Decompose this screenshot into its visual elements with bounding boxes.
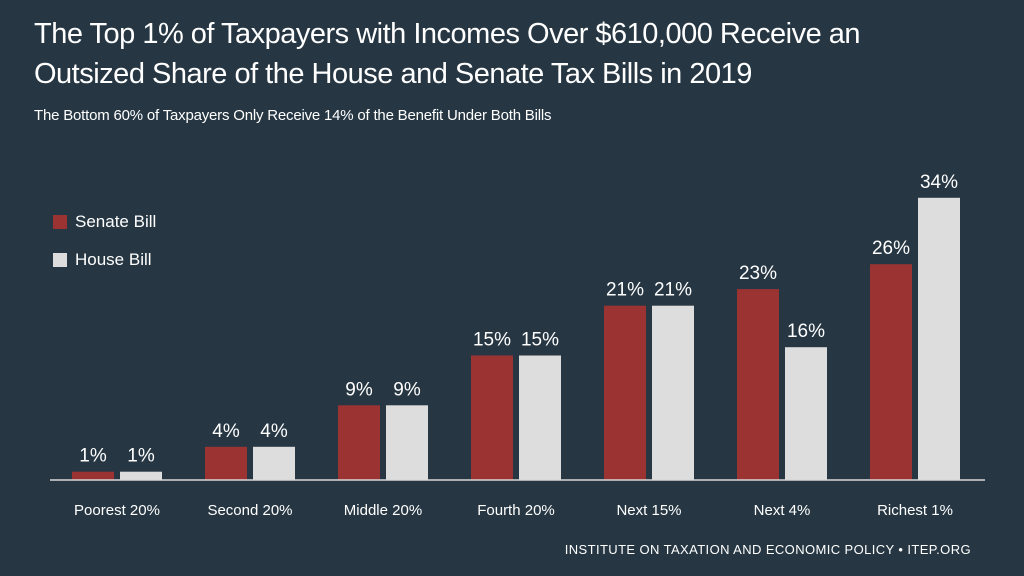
- bar-senate-2: [205, 446, 247, 480]
- data-label-senate-7: 26%: [872, 238, 910, 259]
- data-label-senate-3: 9%: [345, 379, 373, 400]
- bar-senate-5: [604, 305, 646, 480]
- bar-senate-7: [870, 264, 912, 480]
- data-label-house-1: 1%: [127, 446, 155, 467]
- legend-label-senate: Senate Bill: [75, 212, 157, 231]
- data-label-house-7: 34%: [920, 172, 958, 193]
- legend-item-senate: Senate Bill: [53, 212, 156, 232]
- bar-house-4: [519, 355, 561, 480]
- x-tick-label-1: Poorest 20%: [74, 502, 160, 519]
- bar-house-1: [120, 471, 162, 480]
- bar-house-7: [918, 197, 960, 481]
- chart-title: The Top 1% of Taxpayers with Incomes Ove…: [34, 18, 861, 90]
- x-tick-label-3: Middle 20%: [344, 502, 422, 519]
- chart-subtitle: The Bottom 60% of Taxpayers Only Receive…: [34, 107, 552, 124]
- source-credit: INSTITUTE ON TAXATION AND ECONOMIC POLIC…: [564, 542, 971, 557]
- data-label-senate-1: 1%: [79, 446, 107, 467]
- legend-item-house: House Bill: [53, 250, 156, 270]
- x-tick-label-5: Next 15%: [616, 502, 681, 519]
- data-label-house-5: 21%: [654, 280, 692, 301]
- chart-legend: Senate Bill House Bill: [53, 212, 156, 288]
- bar-house-2: [253, 446, 295, 480]
- bar-senate-3: [338, 405, 380, 480]
- x-tick-label-7: Richest 1%: [877, 502, 953, 519]
- data-label-senate-2: 4%: [212, 421, 240, 442]
- data-label-house-4: 15%: [521, 330, 559, 351]
- bar-senate-1: [72, 471, 114, 480]
- data-label-senate-4: 15%: [473, 330, 511, 351]
- legend-swatch-senate: [53, 215, 67, 229]
- bar-senate-6: [737, 289, 779, 480]
- x-tick-label-4: Fourth 20%: [477, 502, 555, 519]
- x-tick-label-2: Second 20%: [207, 502, 292, 519]
- data-label-senate-6: 23%: [739, 263, 777, 284]
- data-label-house-3: 9%: [393, 379, 421, 400]
- legend-label-house: House Bill: [75, 250, 152, 269]
- bar-house-6: [785, 347, 827, 480]
- data-label-senate-5: 21%: [606, 280, 644, 301]
- data-label-house-6: 16%: [787, 321, 825, 342]
- x-tick-label-6: Next 4%: [754, 502, 811, 519]
- legend-swatch-house: [53, 253, 67, 267]
- data-label-house-2: 4%: [260, 421, 288, 442]
- bar-house-3: [386, 405, 428, 480]
- bar-house-5: [652, 305, 694, 480]
- bar-senate-4: [471, 355, 513, 480]
